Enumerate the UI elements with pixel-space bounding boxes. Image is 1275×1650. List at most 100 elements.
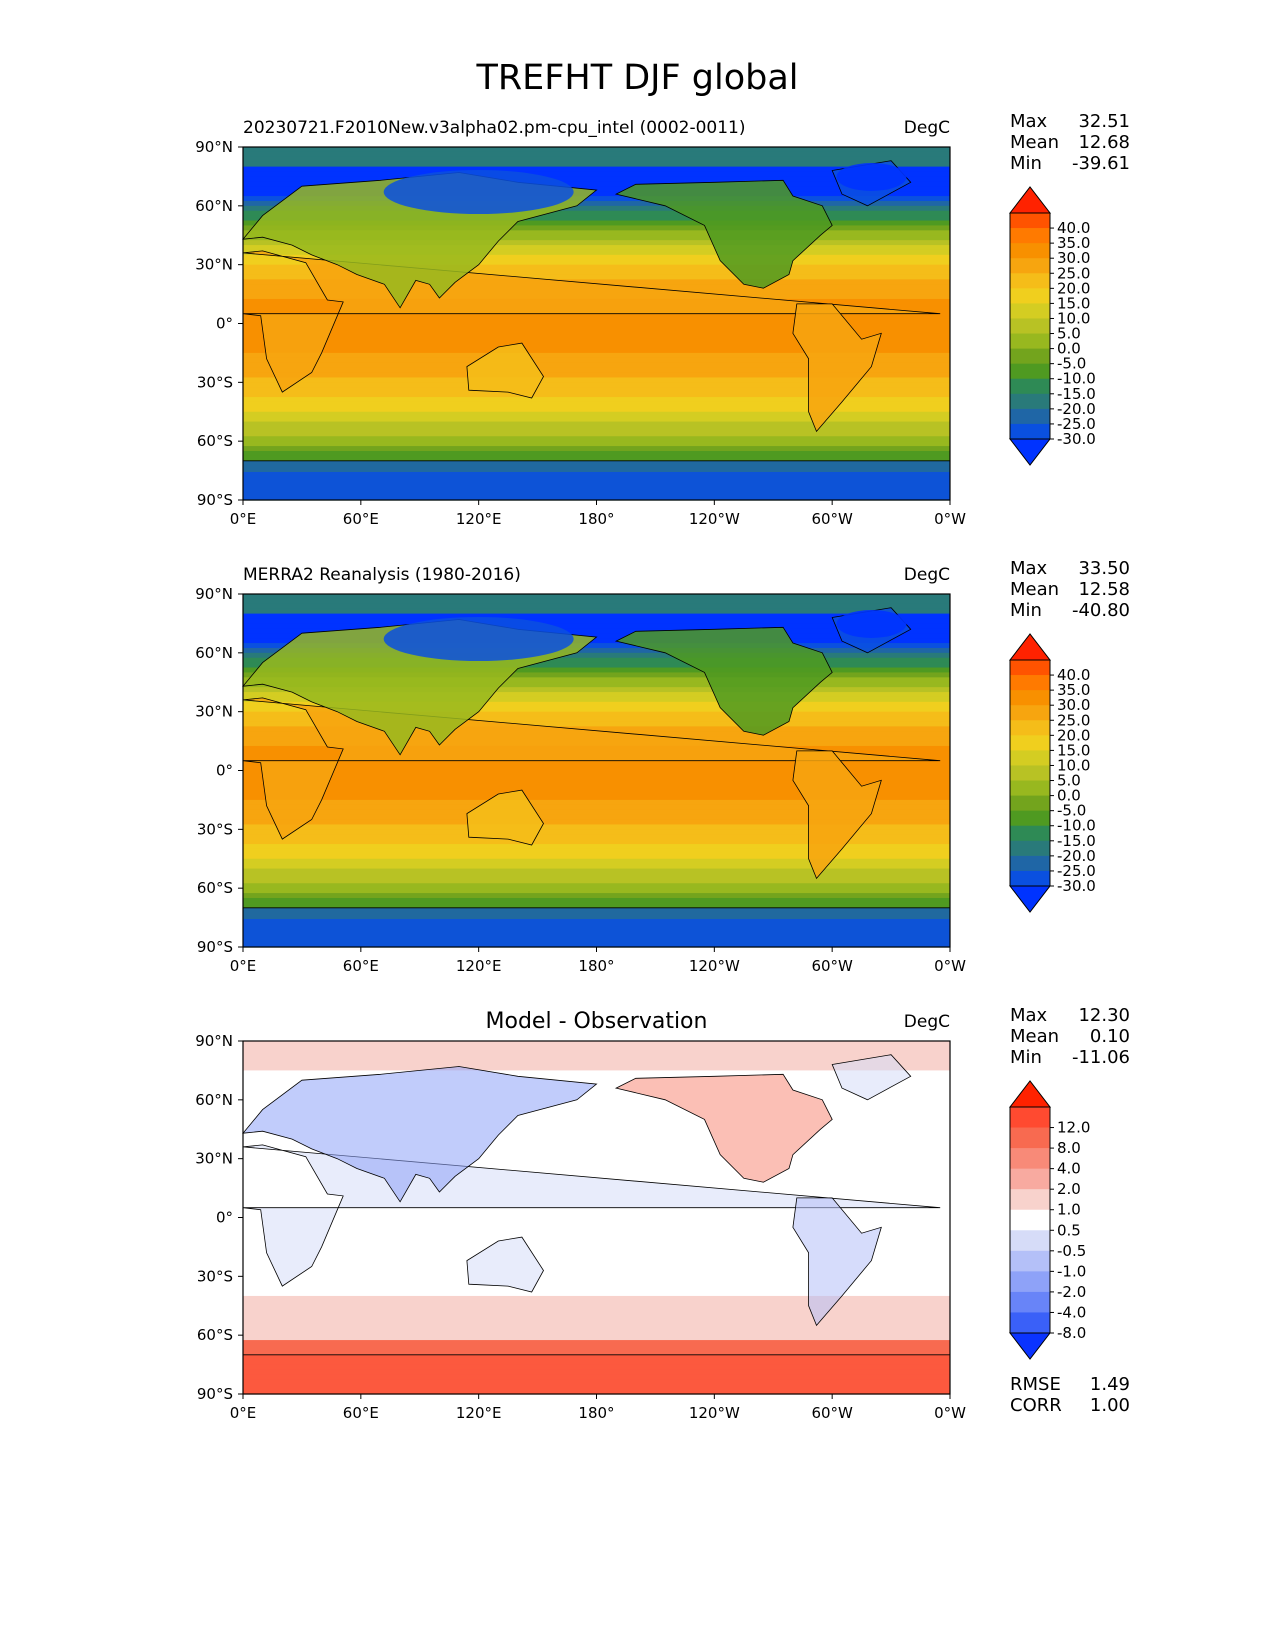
field-band — [243, 377, 950, 383]
field-band — [243, 181, 950, 187]
stat-label: RMSE — [1010, 1374, 1061, 1395]
colorbar-tick-label: -8.0 — [1057, 1324, 1086, 1342]
colorbar-tick-label: -10.0 — [1057, 817, 1096, 835]
field-band — [243, 672, 950, 678]
y-tick-label: 30°S — [197, 1267, 233, 1285]
field-band — [243, 156, 950, 163]
field-band — [243, 1055, 950, 1062]
field-band — [243, 215, 950, 222]
field-band — [243, 455, 950, 462]
field-band — [243, 1207, 950, 1214]
y-tick-label: 90°N — [195, 138, 233, 156]
coastline — [792, 303, 882, 433]
colorbar-tick-label: 20.0 — [1057, 279, 1090, 297]
cold-region — [243, 919, 950, 947]
field-band — [243, 888, 950, 894]
colorbar-segment — [1010, 675, 1050, 691]
colorbar-segment — [1010, 318, 1050, 334]
field-band — [243, 1281, 950, 1287]
field-band — [243, 151, 950, 158]
field-band — [243, 352, 950, 359]
y-tick-label: 60°S — [197, 879, 233, 897]
x-tick-label: 0°E — [230, 1404, 257, 1422]
field-band — [243, 1325, 950, 1331]
field-band — [243, 387, 950, 393]
field-band — [243, 839, 950, 845]
field-band — [243, 711, 950, 718]
field-band — [243, 643, 950, 649]
field-band — [243, 450, 950, 457]
field-band — [243, 367, 950, 374]
panel-title: Model - Observation — [486, 1009, 708, 1034]
stat-label: Max — [1010, 1005, 1048, 1026]
stat-value: -40.80 — [1072, 600, 1130, 621]
panel-units: DegC — [904, 1012, 950, 1032]
field-band — [243, 657, 950, 664]
field-band — [243, 1153, 950, 1160]
field-band — [243, 441, 950, 447]
stat-value: 33.50 — [1078, 558, 1130, 579]
field-band — [243, 1320, 950, 1326]
field-band — [243, 1158, 950, 1165]
x-tick-label: 180° — [578, 510, 614, 528]
colorbar-segment — [1010, 1127, 1050, 1149]
colorbar-segment — [1010, 348, 1050, 365]
colorbar-extend-max — [1008, 186, 1052, 214]
colorbar-tick-label: -2.0 — [1057, 1283, 1086, 1301]
colorbar-segment — [1010, 780, 1050, 796]
colorbar-tick-label: 30.0 — [1057, 249, 1090, 267]
field-band — [243, 633, 950, 639]
colorbar-segment — [1010, 1291, 1050, 1313]
colorbar-tick-label: 10.0 — [1057, 756, 1090, 774]
y-tick-label: 30°N — [195, 256, 233, 274]
field-band — [243, 220, 950, 227]
y-tick-label: 60°S — [197, 1326, 233, 1344]
field-band — [243, 594, 950, 600]
field-band — [243, 421, 950, 428]
stat-label: Max — [1010, 111, 1048, 132]
colorbar-segment — [1010, 1107, 1050, 1128]
field-band — [243, 1119, 950, 1125]
field-band — [243, 1090, 950, 1096]
field-band — [243, 1330, 950, 1336]
stat-value: 12.30 — [1078, 1005, 1130, 1026]
colorbar-segment — [1010, 303, 1050, 319]
colorbar-segment — [1010, 273, 1050, 289]
colorbar-tick-label: -10.0 — [1057, 370, 1096, 388]
field-band — [243, 1256, 950, 1263]
stat-value: -11.06 — [1072, 1047, 1130, 1068]
field-band — [243, 780, 950, 786]
field-band — [243, 1045, 950, 1052]
field-band — [243, 834, 950, 840]
y-tick-label: 0° — [216, 1209, 233, 1227]
field-band — [243, 1143, 950, 1150]
field-band — [243, 382, 950, 388]
field-band — [243, 401, 950, 408]
colorbar-tick-label: 25.0 — [1057, 264, 1090, 282]
x-tick-label: 0°W — [934, 510, 966, 528]
field-band — [243, 1129, 950, 1135]
field-band — [243, 1291, 950, 1297]
field-band — [243, 210, 950, 217]
coastline — [614, 179, 833, 289]
field-band — [243, 868, 950, 875]
coastline — [792, 1197, 882, 1327]
field-band — [243, 1286, 950, 1292]
field-band — [243, 883, 950, 889]
y-tick-label: 30°S — [197, 373, 233, 391]
field-band — [243, 638, 950, 644]
field-band — [243, 1099, 950, 1106]
stat-label: Mean — [1010, 579, 1059, 600]
field-band — [243, 372, 950, 379]
colorbar-tick-label: 12.0 — [1057, 1119, 1090, 1137]
field-band — [243, 1070, 950, 1076]
field-band — [243, 264, 950, 271]
colorbar-segment — [1010, 213, 1050, 229]
field-band — [243, 598, 950, 605]
field-band — [243, 392, 950, 398]
field-band — [243, 259, 950, 266]
colorbar-segment — [1010, 1312, 1050, 1334]
field-band — [243, 348, 950, 354]
field-band — [243, 893, 950, 899]
